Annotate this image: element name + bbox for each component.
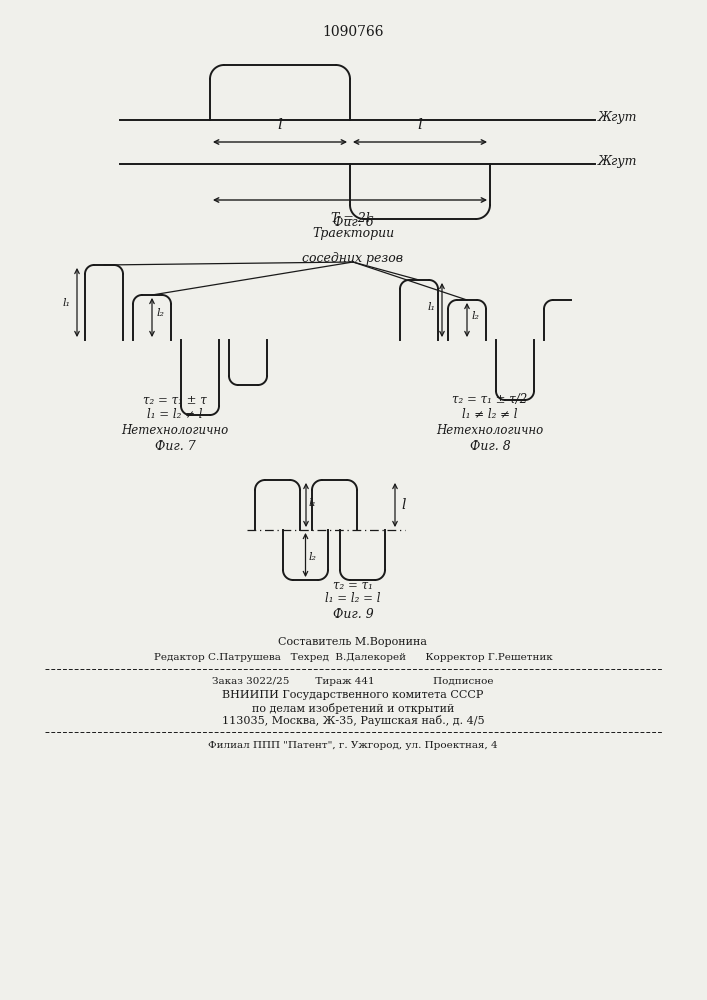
Text: Редактор С.Патрушева   Техред  В.Далекорей      Корректор Г.Решетник: Редактор С.Патрушева Техред В.Далекорей …: [153, 652, 552, 662]
Text: l₁: l₁: [63, 298, 71, 308]
Text: l₁ ≠ l₂ ≠ l: l₁ ≠ l₂ ≠ l: [462, 408, 518, 420]
Text: Нетехнологично: Нетехнологично: [122, 424, 228, 436]
Text: τ₂ = τ₁ ± τ/2: τ₂ = τ₁ ± τ/2: [452, 393, 527, 406]
Text: Нетехнологично: Нетехнологично: [436, 424, 544, 436]
Text: l₂: l₂: [308, 552, 317, 562]
Text: соседних резов: соседних резов: [303, 252, 404, 265]
Text: по делам изобретений и открытий: по делам изобретений и открытий: [252, 702, 454, 714]
Text: Траектории: Траектории: [312, 227, 394, 240]
Text: Жгут: Жгут: [598, 155, 638, 168]
Text: T = 2l: T = 2l: [331, 212, 370, 225]
Text: Фиг. 7: Фиг. 7: [155, 440, 195, 452]
Text: l₁ = l₂ ≠ l: l₁ = l₂ ≠ l: [147, 408, 203, 420]
Text: Жгут: Жгут: [598, 111, 638, 124]
Text: l₂: l₂: [472, 311, 480, 321]
Text: l₁: l₁: [428, 302, 436, 312]
Text: Фиг. 6: Фиг. 6: [332, 216, 373, 229]
Text: Составитель М.Воронина: Составитель М.Воронина: [279, 637, 428, 647]
Text: l₁ = l₂ = l: l₁ = l₂ = l: [325, 592, 381, 605]
Text: l₂: l₂: [157, 308, 165, 318]
Text: τ₂ = τ₁ ± τ: τ₂ = τ₁ ± τ: [143, 393, 207, 406]
Text: Заказ 3022/25        Тираж 441                  Подписное: Заказ 3022/25 Тираж 441 Подписное: [212, 678, 493, 686]
Text: l₁: l₁: [309, 497, 317, 508]
Text: l: l: [418, 118, 423, 132]
Text: Филиал ППП "Патент", г. Ужгород, ул. Проектная, 4: Филиал ППП "Патент", г. Ужгород, ул. Про…: [208, 740, 498, 750]
Text: l: l: [401, 498, 406, 512]
Text: l: l: [278, 118, 282, 132]
Text: Фиг. 8: Фиг. 8: [469, 440, 510, 452]
Text: 1090766: 1090766: [322, 25, 384, 39]
Text: 113035, Москва, Ж-35, Раушская наб., д. 4/5: 113035, Москва, Ж-35, Раушская наб., д. …: [222, 716, 484, 726]
Text: τ₂ = τ₁: τ₂ = τ₁: [333, 578, 373, 591]
Text: ВНИИПИ Государственного комитета СССР: ВНИИПИ Государственного комитета СССР: [222, 690, 484, 700]
Text: Фиг. 9: Фиг. 9: [332, 608, 373, 621]
